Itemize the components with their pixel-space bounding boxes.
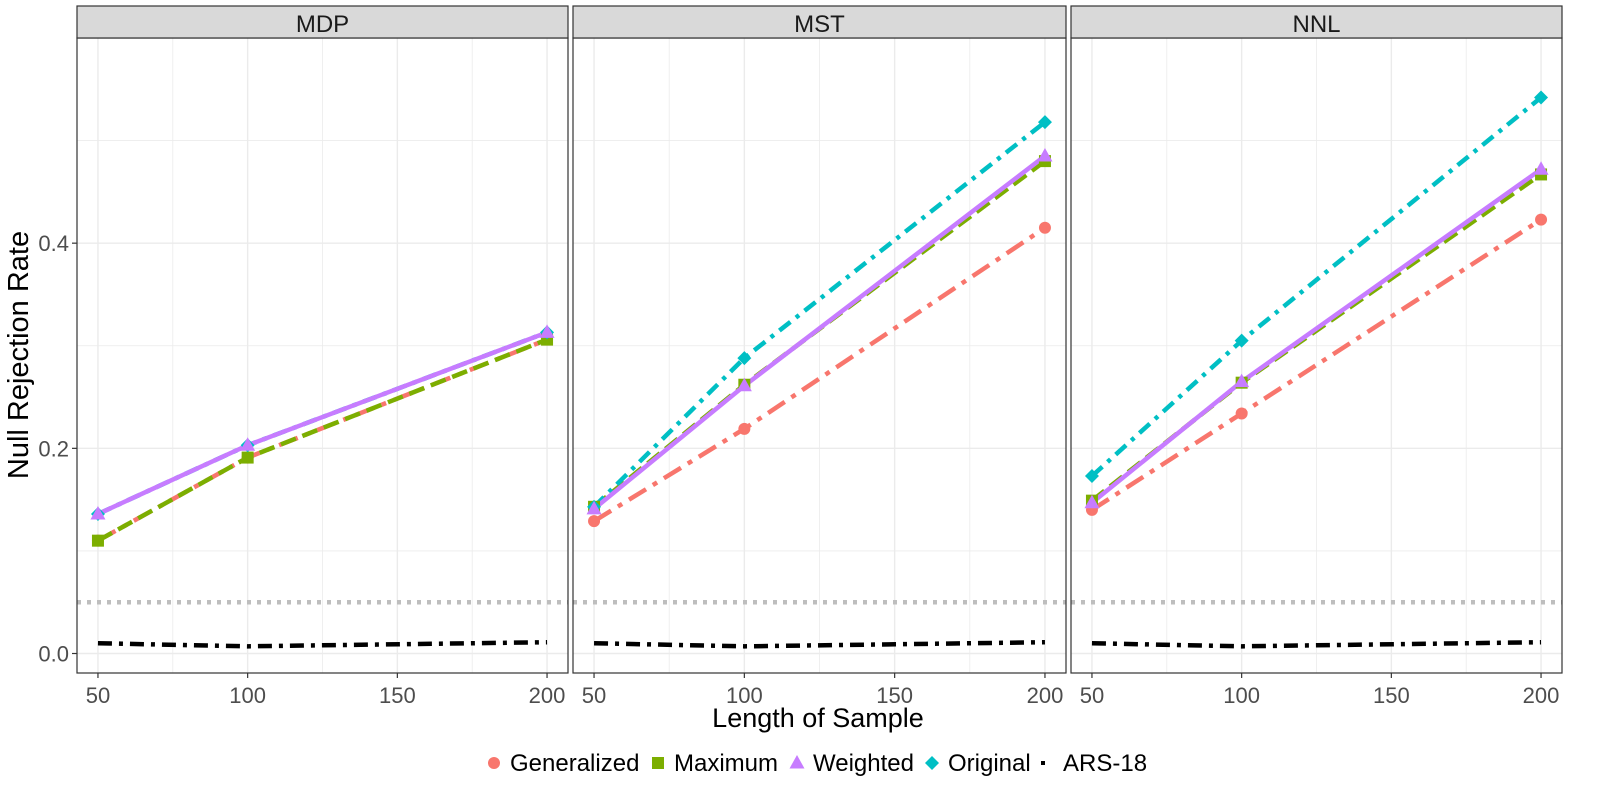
legend-key [789,755,805,769]
data-point-generalized [1535,213,1548,226]
data-point-original [1084,469,1099,484]
series-line-original [592,120,1047,509]
legend: Generalized Maximum Weighted Original ARS-18 [488,750,1147,777]
data-point-weighted [1234,373,1250,388]
x-tick-label: 150 [876,683,913,708]
x-axis-title: Length of Sample [712,703,924,733]
x-tick-label: 150 [379,683,416,708]
legend-label: Original [948,750,1031,777]
x-axis: 50 100 150 200 [582,673,1064,708]
series-line-ars-18 [593,639,1045,649]
legend-key [652,757,664,769]
series-group [1084,90,1549,649]
x-tick-label: 100 [229,683,266,708]
grid-lines [77,38,568,673]
legend-item-ars-18: ARS-18 [1041,750,1147,777]
data-point-weighted [240,437,256,451]
y-axis: 0.0 0.2 0.4 [38,231,77,667]
x-tick-label: 200 [1523,683,1560,708]
data-point-maximum [91,534,104,547]
facet-strip [1070,5,1563,39]
legend-key [925,756,939,770]
data-point-generalized [1038,221,1051,234]
data-point-original [1234,333,1249,348]
panel-mdp: MDP 50 100 150 200 0.0 0.2 0.4 [38,5,569,708]
x-axis: 50 100 150 200 [86,673,566,708]
legend-label: Weighted [813,750,914,777]
x-tick-label: 150 [1373,683,1410,708]
y-tick-label: 0.0 [38,642,69,667]
legend-item-generalized: Generalized [488,750,639,777]
facet-title: MDP [296,11,349,38]
data-point-weighted [90,505,106,520]
data-point-weighted [539,324,555,338]
series-group [586,115,1053,649]
series-line-ars-18 [97,639,548,649]
data-point-weighted [736,377,752,392]
y-tick-label: 0.4 [38,231,69,256]
y-tick-label: 0.2 [38,436,69,461]
facet-strip [572,5,1067,39]
facet-title: NNL [1292,11,1340,38]
x-tick-label: 50 [1080,683,1104,708]
panel-nnl: NNL 50 100 150 200 [1070,5,1563,708]
legend-key [1041,761,1045,765]
x-tick-label: 50 [582,683,606,708]
legend-label: Maximum [674,750,778,777]
legend-label: Generalized [510,750,639,777]
legend-key [488,757,500,769]
y-axis-title: Null Rejection Rate [3,231,35,479]
x-tick-label: 100 [726,683,763,708]
data-point-generalized [588,515,601,528]
x-tick-label: 200 [529,683,566,708]
data-point-weighted [586,500,602,515]
data-point-weighted [1533,161,1549,175]
facet-strip [76,5,569,39]
series-group [90,324,555,649]
data-point-weighted [1037,147,1053,162]
legend-label: ARS-18 [1063,750,1147,777]
data-point-weighted [1084,494,1100,509]
x-tick-label: 100 [1223,683,1260,708]
data-point-maximum [241,451,254,464]
legend-item-maximum: Maximum [652,750,778,777]
x-tick-label: 50 [86,683,110,708]
facet-title: MST [794,11,845,38]
x-tick-label: 200 [1027,683,1064,708]
data-point-original [1534,90,1549,105]
legend-item-original: Original [925,750,1031,777]
series-line-ars-18 [1091,639,1542,649]
x-axis: 50 100 150 200 [1080,673,1560,708]
grid-lines [1071,38,1562,673]
legend-item-weighted: Weighted [789,750,914,777]
data-point-generalized [738,422,751,435]
data-point-original [737,351,752,366]
data-point-original [1037,115,1052,130]
data-point-generalized [1235,407,1248,420]
panel-mst: MST 50 100 150 200 [572,5,1067,708]
